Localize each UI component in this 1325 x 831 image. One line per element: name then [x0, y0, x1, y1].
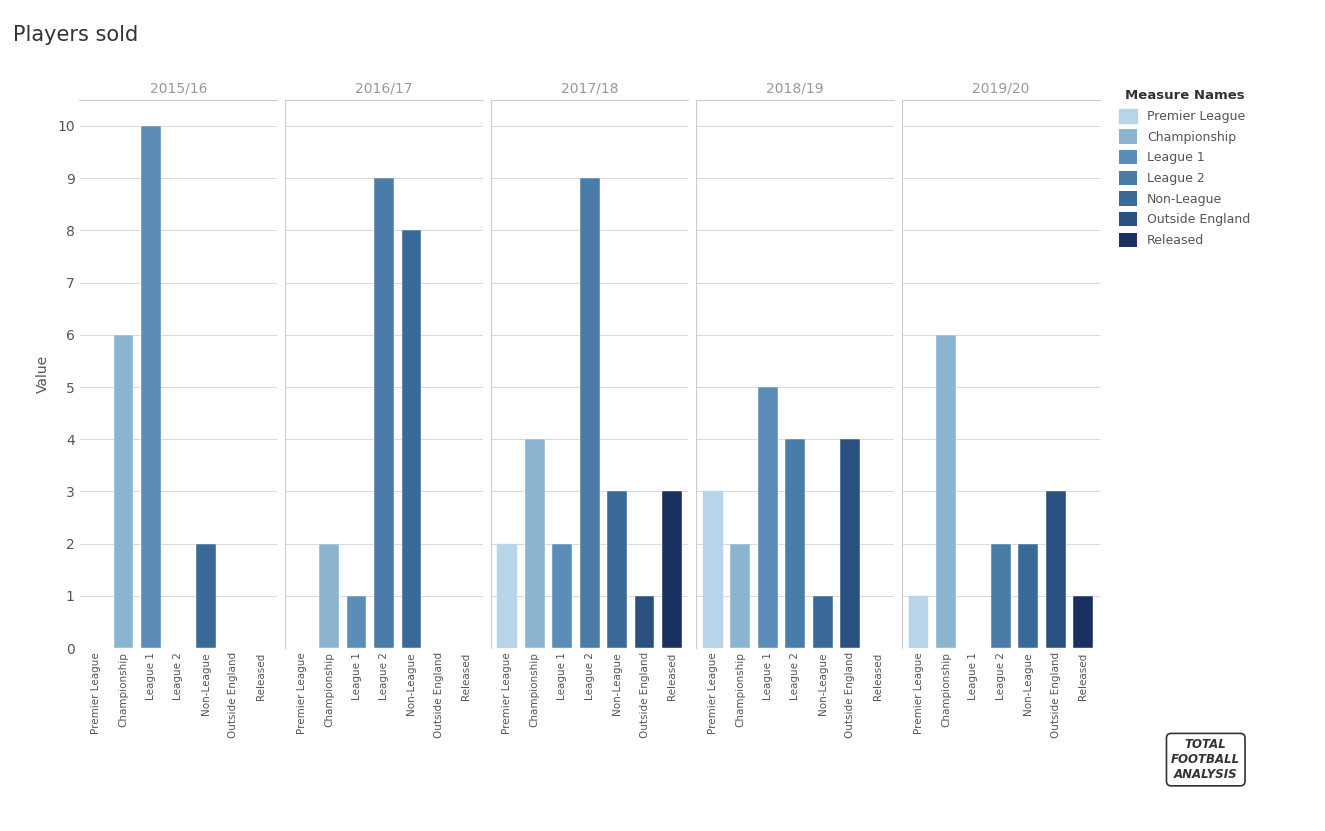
Bar: [140, 125, 160, 648]
Bar: [730, 543, 750, 648]
Bar: [525, 440, 545, 648]
Legend: Premier League, Championship, League 1, League 2, Non-League, Outside England, R: Premier League, Championship, League 1, …: [1120, 90, 1249, 247]
Bar: [635, 596, 655, 648]
Bar: [607, 491, 627, 648]
Bar: [401, 230, 421, 648]
Bar: [347, 596, 367, 648]
Bar: [196, 543, 216, 648]
Bar: [1045, 491, 1065, 648]
Bar: [1073, 596, 1093, 648]
Title: 2018/19: 2018/19: [766, 81, 824, 96]
Y-axis label: Value: Value: [36, 355, 50, 393]
Title: 2019/20: 2019/20: [973, 81, 1030, 96]
Bar: [786, 440, 806, 648]
Bar: [935, 335, 955, 648]
Bar: [497, 543, 517, 648]
Bar: [374, 178, 394, 648]
Bar: [580, 178, 599, 648]
Bar: [114, 335, 134, 648]
Bar: [704, 491, 722, 648]
Text: TOTAL
FOOTBALL
ANALYSIS: TOTAL FOOTBALL ANALYSIS: [1171, 738, 1240, 781]
Bar: [319, 543, 339, 648]
Bar: [909, 596, 929, 648]
Bar: [662, 491, 682, 648]
Bar: [553, 543, 572, 648]
Bar: [1019, 543, 1039, 648]
Bar: [991, 543, 1011, 648]
Title: 2015/16: 2015/16: [150, 81, 207, 96]
Text: Players sold: Players sold: [13, 25, 139, 45]
Bar: [758, 387, 778, 648]
Title: 2017/18: 2017/18: [560, 81, 619, 96]
Title: 2016/17: 2016/17: [355, 81, 413, 96]
Bar: [812, 596, 832, 648]
Bar: [840, 440, 860, 648]
